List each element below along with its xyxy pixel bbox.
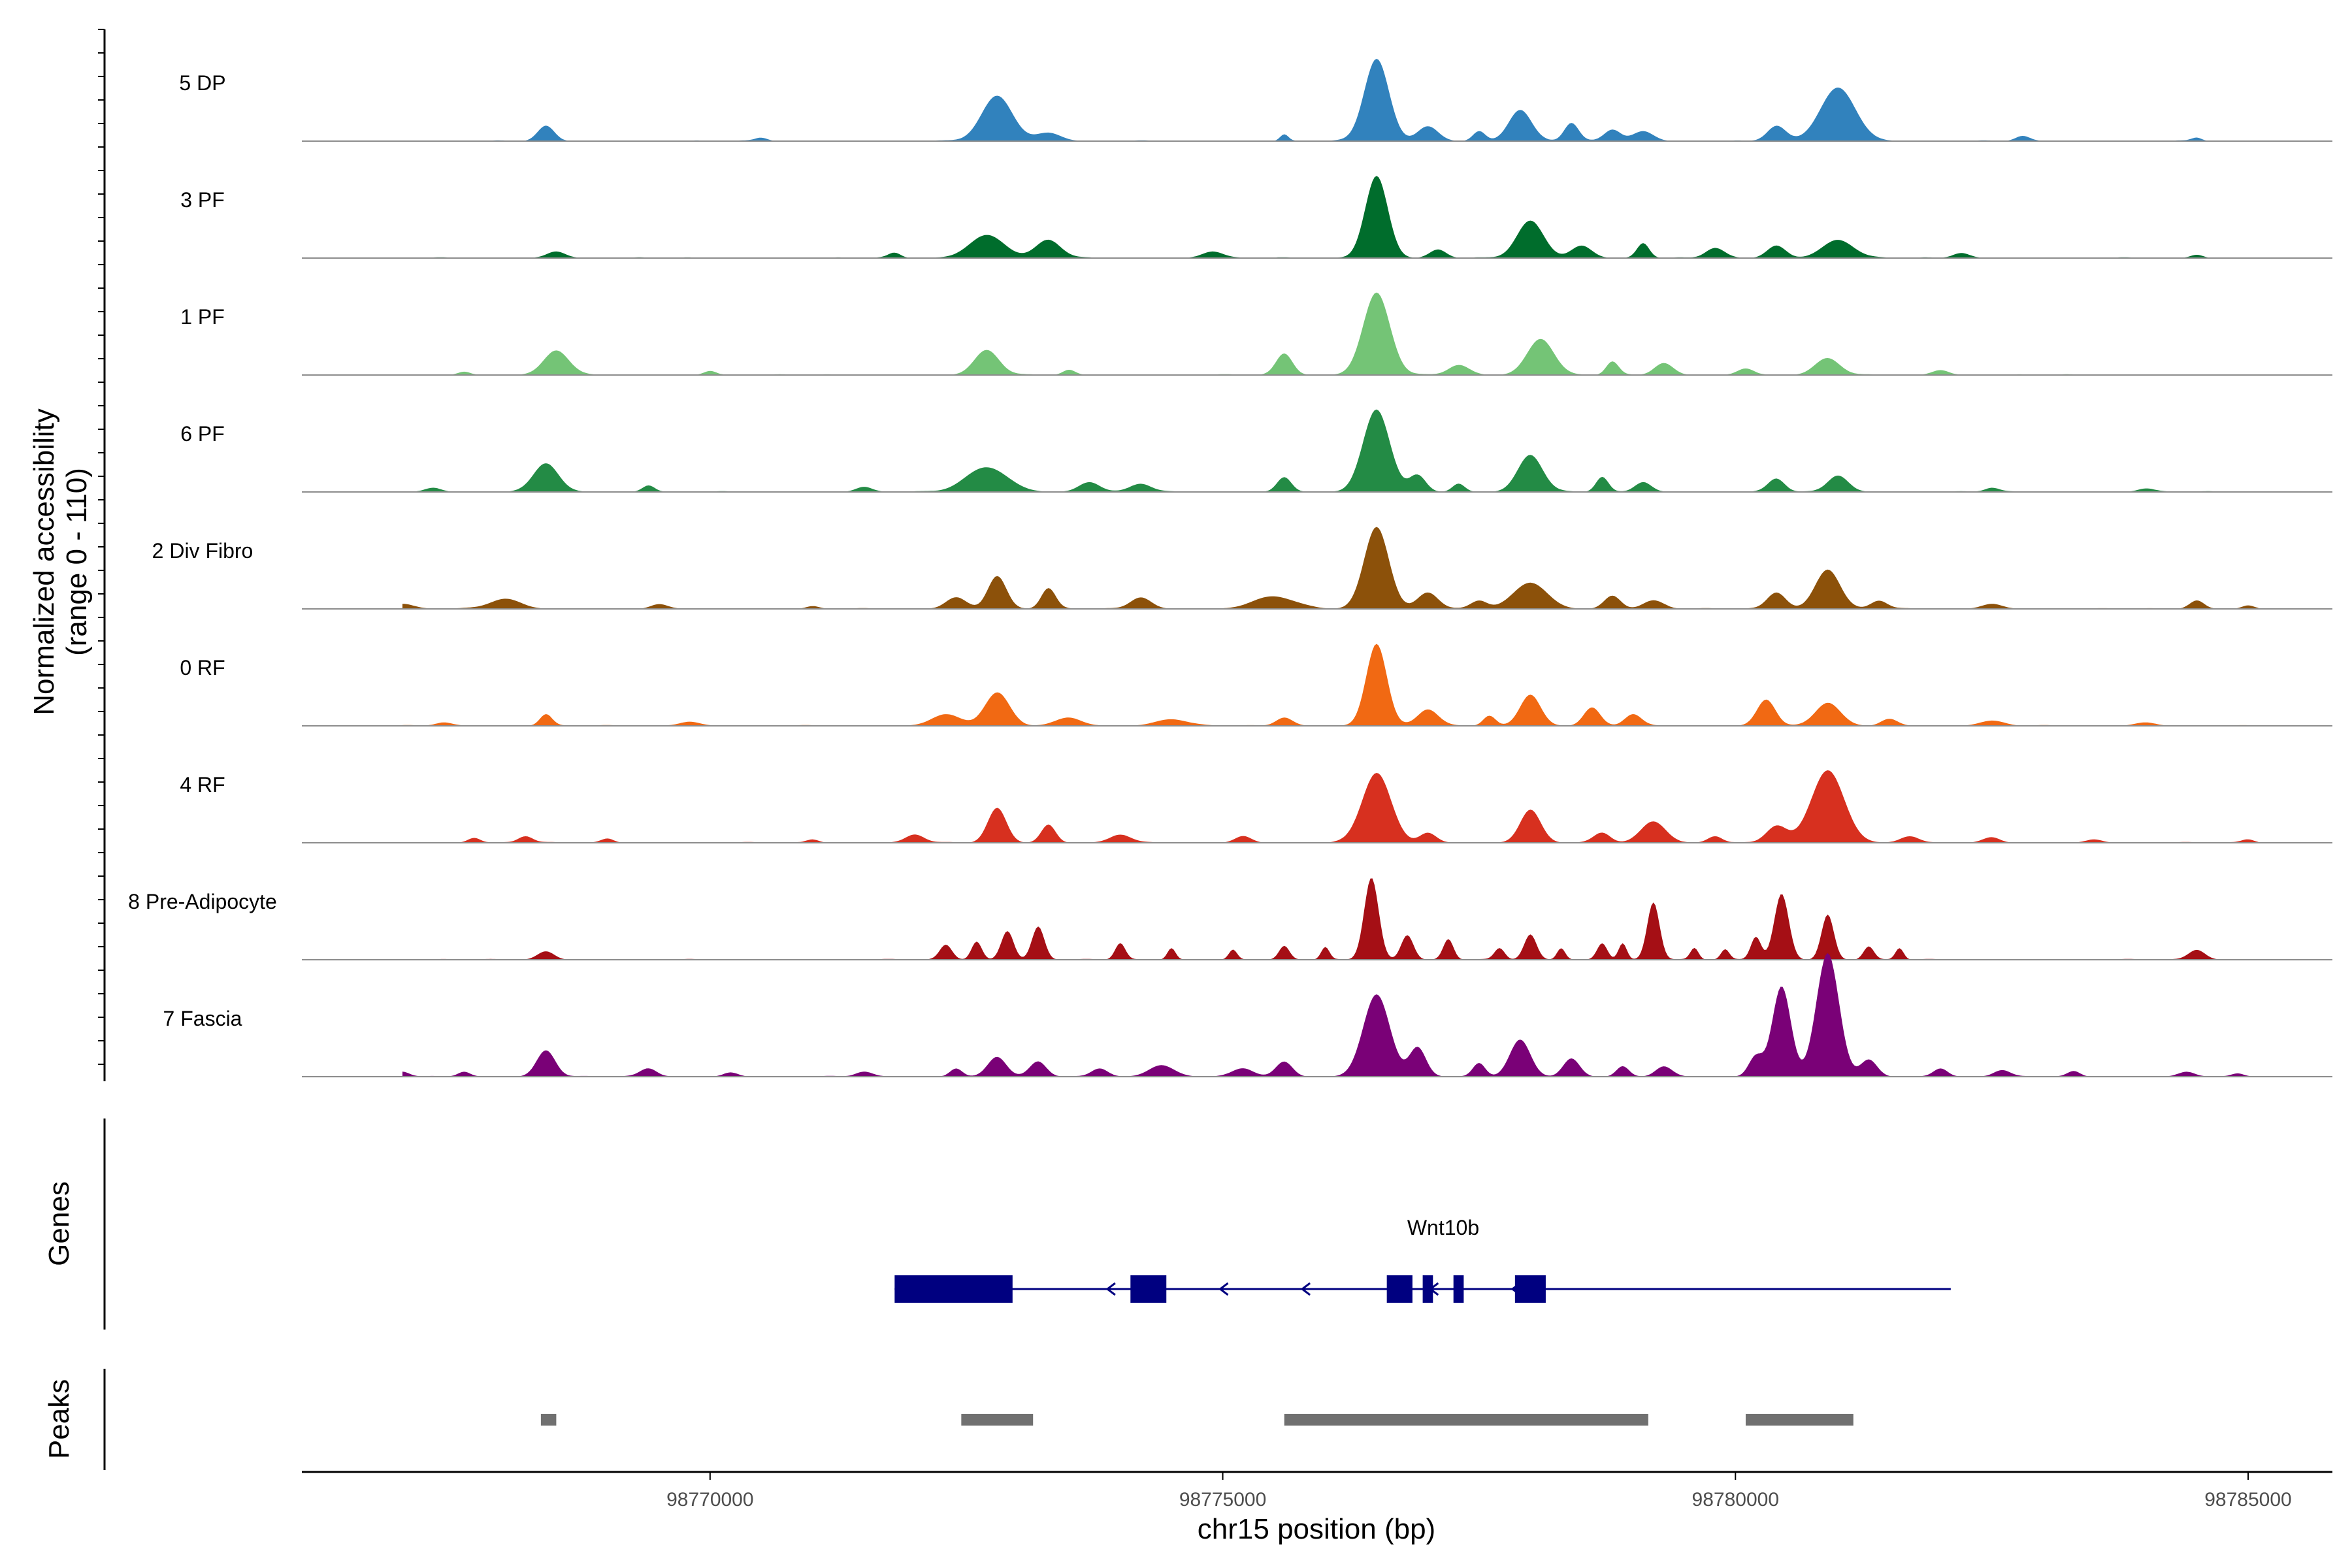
x-tick-label-1: 98775000 — [1179, 1489, 1266, 1511]
gene-exon-2 — [1386, 1275, 1413, 1303]
coverage-area-1-pf — [402, 292, 2259, 375]
coverage-tracks: 5 DP 3 PF 1 PF 6 PF 2 Div Fibro 0 RF 4 RF 8 Pre… — [128, 59, 2332, 1077]
coverage-area-8-pre-adipocyte — [402, 878, 2259, 960]
y-axis-title-line1: Normalized accessibility — [28, 408, 60, 715]
coverage-area-6-pf — [402, 409, 2259, 492]
x-axis-ticks: 98770000 98775000 98780000 98785000 — [666, 1472, 2292, 1511]
track-7-fascia: 7 Fascia — [163, 953, 2332, 1077]
gene-exon-3 — [1422, 1275, 1433, 1303]
x-tick-label-3: 98785000 — [2204, 1489, 2291, 1511]
track-6-pf: 6 PF — [180, 409, 2332, 493]
track-3-pf: 3 PF — [180, 176, 2332, 259]
peak-region-2 — [1284, 1414, 1648, 1426]
x-tick-label-2: 98780000 — [1692, 1489, 1779, 1511]
gene-label-wnt10b: Wnt10b — [1407, 1216, 1479, 1239]
genes-track: Wnt10b — [894, 1216, 1951, 1303]
track-label-4-rf: 4 RF — [180, 773, 225, 796]
track-label-0-rf: 0 RF — [180, 656, 225, 679]
track-label-5-dp: 5 DP — [179, 71, 225, 95]
x-axis-title: chr15 position (bp) — [1198, 1513, 1435, 1545]
track-label-2-div-fibro: 2 Div Fibro — [152, 539, 253, 563]
gene-exon-4 — [1453, 1275, 1464, 1303]
peak-region-1 — [961, 1414, 1034, 1426]
peaks-track — [540, 1414, 1854, 1426]
track-4-rf: 4 RF — [180, 770, 2332, 843]
track-0-rf: 0 RF — [180, 644, 2332, 727]
gene-exon-5 — [1514, 1275, 1546, 1303]
track-label-8-pre-adipocyte: 8 Pre-Adipocyte — [128, 890, 277, 913]
x-tick-label-0: 98770000 — [666, 1489, 753, 1511]
coverage-area-4-rf — [402, 770, 2259, 843]
gene-strand-arrow-2 — [1300, 1282, 1311, 1296]
track-label-1-pf: 1 PF — [180, 305, 225, 329]
coverage-area-3-pf — [402, 176, 2259, 258]
y-axis-title-line2: (range 0 - 110) — [61, 468, 93, 656]
peak-region-3 — [1745, 1414, 1854, 1426]
peaks-panel-label: Peaks — [43, 1379, 75, 1459]
track-label-3-pf: 3 PF — [180, 188, 225, 212]
track-label-6-pf: 6 PF — [180, 422, 225, 446]
peak-region-0 — [540, 1414, 557, 1426]
track-5-dp: 5 DP — [179, 59, 2332, 142]
track-2-div-fibro: 2 Div Fibro — [152, 527, 2332, 610]
gene-strand-arrow-0 — [1105, 1282, 1116, 1296]
y-axis-ticks — [98, 29, 105, 1065]
genes-panel-label: Genes — [43, 1181, 75, 1266]
gene-exon-0 — [894, 1275, 1013, 1303]
coverage-area-0-rf — [402, 644, 2259, 726]
track-8-pre-adipocyte: 8 Pre-Adipocyte — [128, 878, 2332, 960]
track-label-7-fascia: 7 Fascia — [163, 1007, 242, 1030]
coverage-area-7-fascia — [402, 953, 2259, 1077]
track-1-pf: 1 PF — [180, 292, 2332, 376]
coverage-area-2-div-fibro — [402, 527, 2259, 609]
gene-strand-arrow-1 — [1218, 1282, 1229, 1296]
gene-exon-1 — [1130, 1275, 1167, 1303]
coverage-area-5-dp — [402, 59, 2259, 141]
y-axis-title: Normalized accessibility (range 0 - 110) — [28, 408, 93, 715]
